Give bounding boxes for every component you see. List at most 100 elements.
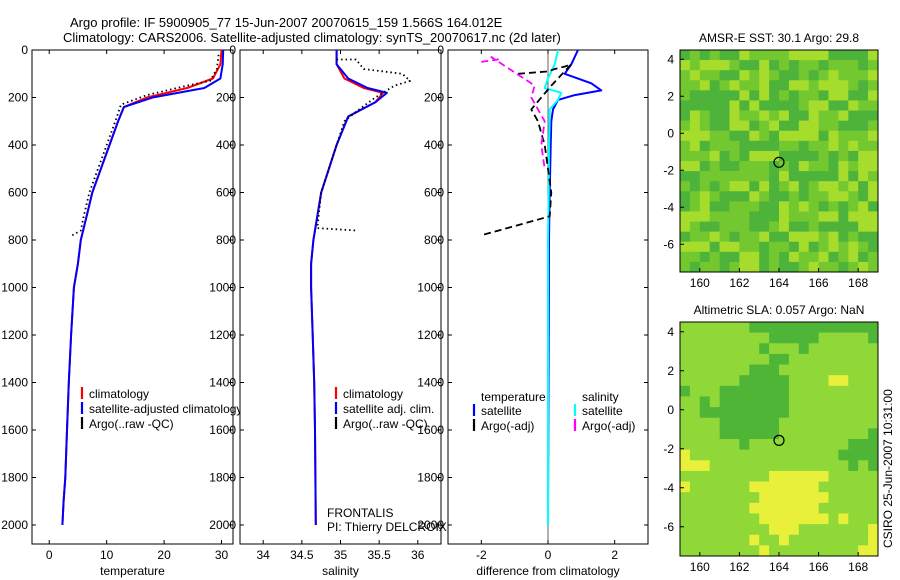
x-tick-label: 168	[848, 560, 868, 574]
y-tick-label: 600	[424, 186, 444, 200]
x-tick-label: 34.5	[290, 548, 314, 562]
y-tick-label: -2	[663, 163, 674, 177]
sst-map-panel: AMSR-E SST: 30.1 Argo: 29.8 160 162 164 166 1…	[663, 31, 879, 290]
x-axis-label: salinity	[322, 564, 359, 578]
x-tick-label: 35.5	[367, 548, 391, 562]
y-tick-label: 1200	[1, 328, 28, 342]
y-tick-label: 600	[216, 186, 236, 200]
x-tick-label: 166	[809, 560, 829, 574]
y-tick-label: 0	[21, 43, 28, 57]
pi-annotation: PI: Thierry DELCROIX	[327, 520, 447, 534]
y-tick-label: 800	[216, 233, 236, 247]
y-tick-label: 1000	[209, 281, 236, 295]
y-tick-label: -2	[663, 442, 674, 456]
y-tick-label: 400	[424, 138, 444, 152]
x-tick-label: 34	[257, 548, 271, 562]
y-tick-label: 1000	[1, 281, 28, 295]
difference-profile-panel: 0 200 400 600 800 1000 1200 1400 1600 1800 2000 -2 0…	[417, 43, 649, 578]
y-tick-label: 0	[667, 126, 674, 140]
x-tick-label: 30	[215, 548, 229, 562]
x-tick-label: -2	[476, 548, 487, 562]
x-tick-label: 160	[690, 560, 710, 574]
x-tick-label: 0	[545, 548, 552, 562]
y-tick-label: 1400	[417, 376, 444, 390]
legend-entry: Argo(-adj)	[481, 419, 534, 433]
y-tick-label: 1800	[417, 471, 444, 485]
y-tick-label: 1800	[1, 471, 28, 485]
argo-location-marker	[773, 434, 785, 446]
y-tick-label: 1600	[1, 423, 28, 437]
x-tick-label: 164	[769, 276, 789, 290]
x-tick-label: 2	[611, 548, 618, 562]
map-cells	[680, 322, 879, 557]
series-line	[316, 58, 412, 232]
x-tick-label: 20	[157, 548, 171, 562]
y-tick-label: 4	[667, 325, 674, 339]
y-tick-label: 1600	[209, 423, 236, 437]
y-tick-label: 1000	[417, 281, 444, 295]
header-line-1: Argo profile: IF 5900905_77 15-Jun-2007 …	[70, 15, 503, 30]
y-tick-label: 200	[424, 91, 444, 105]
y-tick-label: 2000	[209, 518, 236, 532]
y-tick-label: 0	[229, 43, 236, 57]
x-tick-label: 160	[690, 276, 710, 290]
y-tick-label: 800	[8, 233, 28, 247]
plot-area-frame	[239, 49, 442, 545]
y-tick-label: 0	[437, 43, 444, 57]
x-tick-label: 168	[848, 276, 868, 290]
sla-map-panel: Altimetric SLA: 0.057 Argo: NaN 160 162 164…	[663, 303, 879, 574]
argo-legend-entry: Argo(..raw -QC)	[89, 417, 174, 431]
y-tick-label: 0	[667, 403, 674, 417]
y-tick-label: 2	[667, 89, 674, 103]
x-axis-label: difference from climatology	[476, 564, 619, 578]
y-tick-label: 1600	[417, 423, 444, 437]
x-axis-label: temperature	[100, 564, 165, 578]
y-tick-label: 200	[216, 91, 236, 105]
series-line	[481, 56, 546, 169]
map-title: Altimetric SLA: 0.057 Argo: NaN	[694, 303, 865, 317]
map-cells	[680, 50, 879, 273]
y-tick-label: -4	[663, 200, 674, 214]
y-tick-label: 800	[424, 233, 444, 247]
series-line	[71, 54, 220, 237]
series-line	[481, 63, 573, 237]
x-tick-label: 162	[729, 276, 749, 290]
legend-entry: satellite	[582, 404, 623, 418]
y-tick-label: 2	[667, 364, 674, 378]
x-tick-label: 36	[411, 548, 425, 562]
y-tick-label: 2000	[1, 518, 28, 532]
y-tick-label: -4	[663, 481, 674, 495]
climatology-legend-entry: climatology	[343, 387, 403, 401]
legend-group-title: temperature	[481, 390, 546, 404]
y-tick-label: -6	[663, 520, 674, 534]
legend-entry: satellite	[481, 404, 522, 418]
x-tick-label: 166	[809, 276, 829, 290]
x-tick-label: 0	[46, 548, 53, 562]
y-tick-label: 1400	[1, 376, 28, 390]
argo-legend-entry: Argo(..raw -QC)	[343, 417, 428, 431]
legend-entry: Argo(-adj)	[582, 419, 635, 433]
map-title: AMSR-E SST: 30.1 Argo: 29.8	[699, 31, 859, 45]
satellite-adjusted-legend-entry: satellite adj. clim.	[343, 402, 434, 416]
series-line	[61, 50, 225, 526]
x-tick-label: 35	[334, 548, 348, 562]
y-tick-label: 200	[8, 91, 28, 105]
legend-group-title: salinity	[582, 390, 619, 404]
x-tick-label: 162	[729, 560, 749, 574]
x-tick-label: 164	[769, 560, 789, 574]
climatology-legend-entry: climatology	[89, 387, 149, 401]
y-tick-label: 400	[216, 138, 236, 152]
y-tick-label: 400	[8, 138, 28, 152]
y-tick-label: 2000	[417, 518, 444, 532]
header-line-2: Climatology: CARS2006. Satellite-adjuste…	[63, 30, 561, 45]
satellite-adjusted-legend-entry: satellite-adjusted climatology	[89, 402, 242, 416]
y-tick-label: -6	[663, 237, 674, 251]
y-tick-label: 600	[8, 186, 28, 200]
y-tick-label: 1200	[417, 328, 444, 342]
series-line	[543, 50, 563, 525]
y-tick-label: 1200	[209, 328, 236, 342]
timestamp-stamp: CSIRO 25-Jun-2007 10:31:00	[881, 389, 895, 548]
